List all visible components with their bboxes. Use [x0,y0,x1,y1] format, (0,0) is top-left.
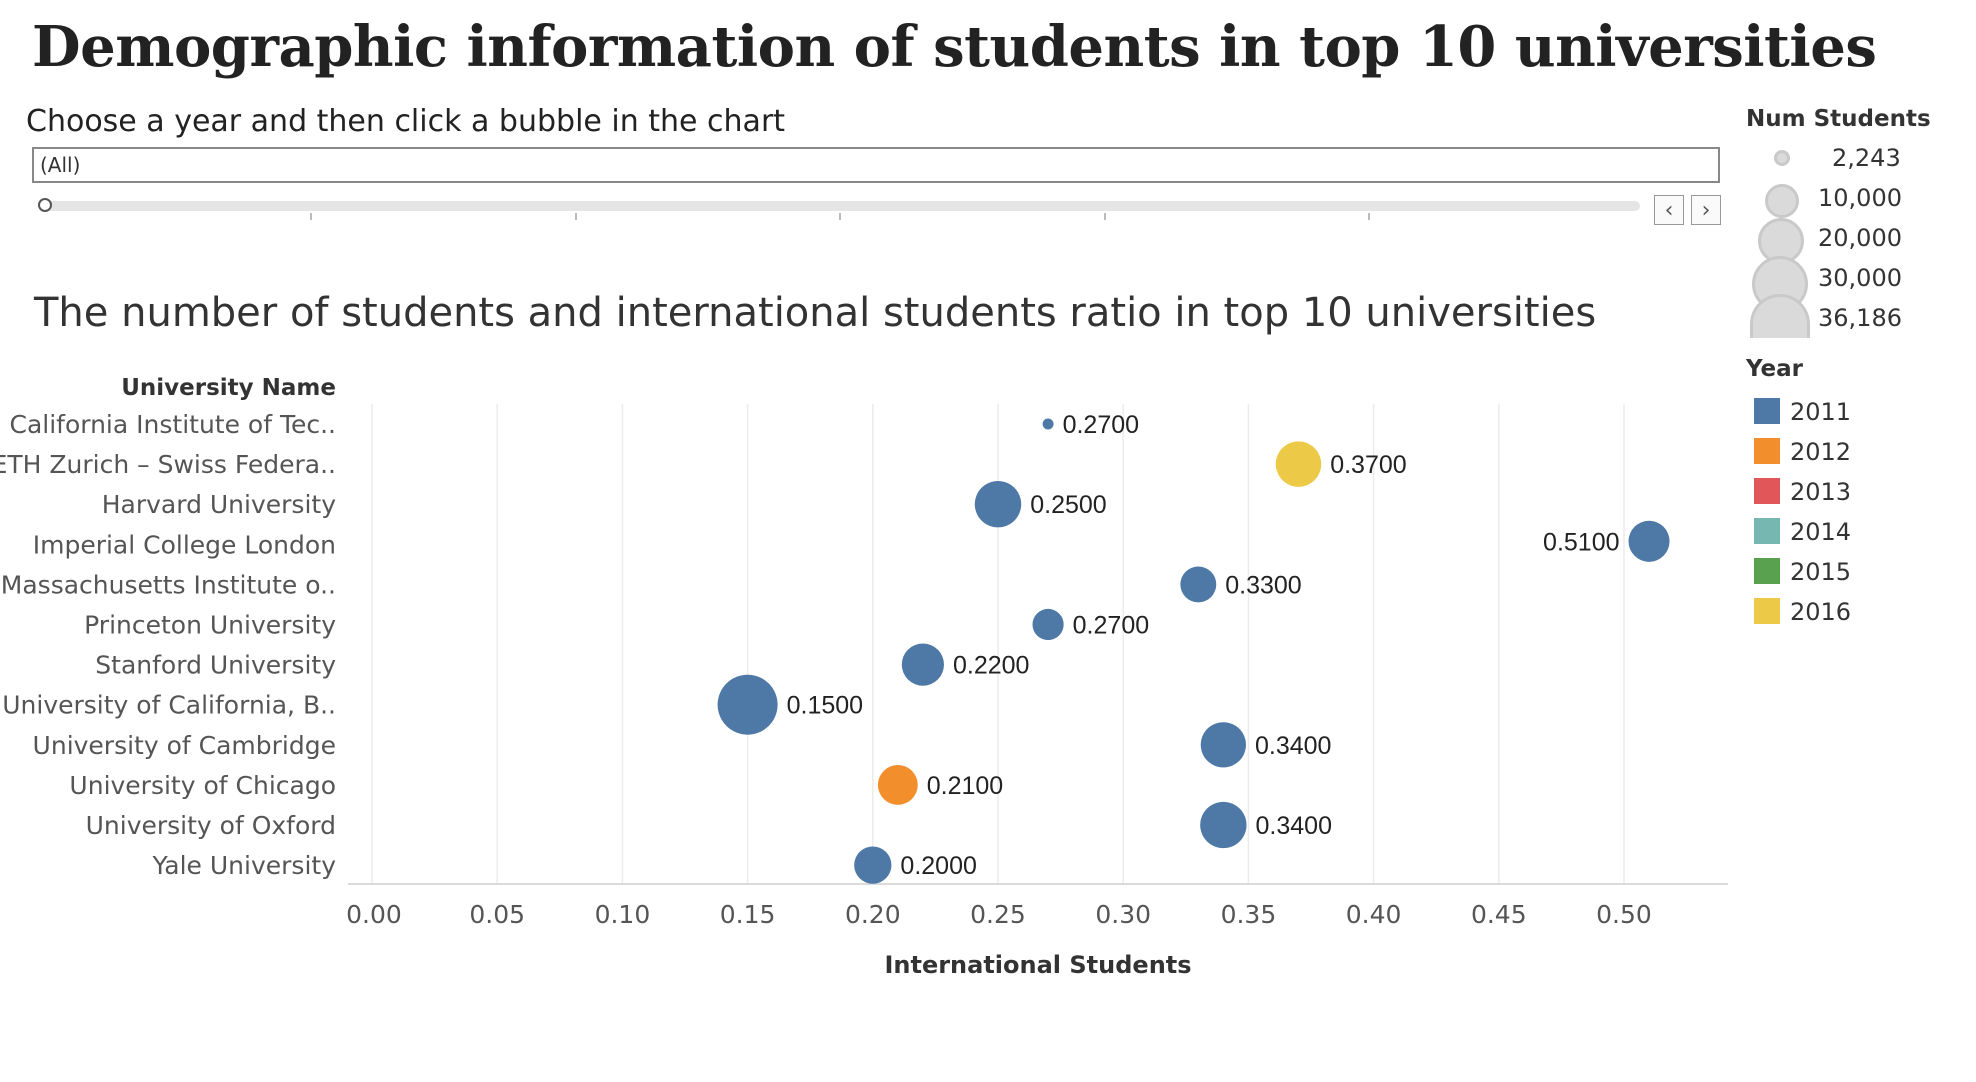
year-legend-label[interactable]: 2012 [1790,438,1852,466]
y-tick-label: University of Oxford [86,811,336,840]
y-tick-label: Harvard University [102,490,336,519]
data-label: 0.2100 [927,772,1003,800]
bubble-point [974,480,1022,528]
year-legend-label[interactable]: 2011 [1790,398,1852,426]
bubble-point [717,674,778,735]
size-legend-label: 36,186 [1818,304,1902,332]
y-tick-label: Massachusetts Institute o.. [1,570,336,599]
bubble-point [877,764,918,805]
y-tick-label: California Institute of Tec.. [9,410,336,439]
year-legend-title: Year [1746,356,1804,382]
y-tick-label: Imperial College London [33,530,336,559]
year-swatch-2011[interactable] [1754,398,1780,424]
bubble-point [1275,441,1322,487]
data-label: 0.2200 [953,652,1029,680]
size-legend-title: Num Students [1746,106,1931,132]
x-tick-label: 0.20 [845,900,901,929]
x-tick-label: 0.50 [1596,900,1652,929]
size-legend-label: 20,000 [1818,224,1902,252]
bubble-point [1180,566,1217,603]
bubble-point [1200,722,1246,768]
x-tick-label: 0.00 [346,900,402,929]
y-tick-label: ETH Zurich – Swiss Federa.. [0,450,336,479]
size-legend-circle [1750,294,1810,338]
x-tick-label: 0.10 [595,900,651,929]
filter-label: Choose a year and then click a bubble in… [26,104,786,139]
year-swatch-2015[interactable] [1754,558,1780,584]
slider-tick [839,213,841,220]
y-tick-label: Yale University [151,851,336,880]
size-legend-label: 2,243 [1832,144,1901,172]
size-legend-label: 30,000 [1818,264,1902,292]
year-legend-label[interactable]: 2015 [1790,558,1852,586]
data-label: 0.2000 [900,852,976,880]
x-axis-title: International Students [884,951,1191,979]
page-title: Demographic information of students in t… [32,14,1877,80]
slider-tick [310,213,312,220]
bubble-point [1628,520,1670,562]
y-tick-label: Stanford University [95,651,336,680]
next-year-button[interactable]: › [1691,195,1721,225]
slider-tick [1104,213,1106,220]
data-label: 0.3400 [1256,812,1332,840]
bubble-point [901,643,944,686]
year-swatch-2012[interactable] [1754,438,1780,464]
year-slider-handle[interactable] [38,198,52,212]
size-legend-circle [1774,150,1790,166]
x-tick-label: 0.30 [1095,900,1151,929]
data-label: 0.2500 [1030,491,1106,519]
y-tick-label: University of Chicago [69,771,336,800]
x-tick-label: 0.15 [720,900,776,929]
slider-tick [575,213,577,220]
bubble-point [1032,608,1064,641]
data-label: 0.3700 [1330,451,1406,479]
y-tick-label: University of California, B.. [2,691,336,720]
y-axis-title: University Name [121,375,336,401]
data-label: 0.2700 [1063,411,1139,439]
chevron-left-icon: ‹ [1664,197,1674,223]
x-tick-label: 0.40 [1346,900,1402,929]
data-label: 0.3400 [1255,732,1331,760]
x-tick-label: 0.35 [1221,900,1277,929]
previous-year-button[interactable]: ‹ [1654,195,1684,225]
chevron-right-icon: › [1701,197,1711,223]
size-legend-label: 10,000 [1818,184,1902,212]
data-label: 0.3300 [1225,571,1301,599]
year-filter-input[interactable]: (All) [32,147,1720,183]
x-tick-label: 0.05 [469,900,525,929]
year-legend-label[interactable]: 2013 [1790,478,1852,506]
bubble-point [854,846,892,884]
year-legend-label[interactable]: 2014 [1790,518,1852,546]
data-label: 0.5100 [1543,528,1619,556]
year-swatch-2016[interactable] [1754,598,1780,624]
bubble-point [1042,418,1054,430]
year-slider-track[interactable] [46,201,1640,211]
year-swatch-2014[interactable] [1754,518,1780,544]
data-label: 0.1500 [787,692,863,720]
chart-title: The number of students and international… [34,290,1597,336]
size-legend-circle [1765,184,1799,218]
year-legend-label[interactable]: 2016 [1790,598,1852,626]
y-tick-label: Princeton University [84,611,336,640]
bubble-point [1200,801,1247,849]
data-label: 0.2700 [1073,612,1149,640]
year-swatch-2013[interactable] [1754,478,1780,504]
x-tick-label: 0.25 [970,900,1026,929]
slider-tick [1368,213,1370,220]
x-tick-label: 0.45 [1471,900,1527,929]
y-tick-label: University of Cambridge [33,731,336,760]
